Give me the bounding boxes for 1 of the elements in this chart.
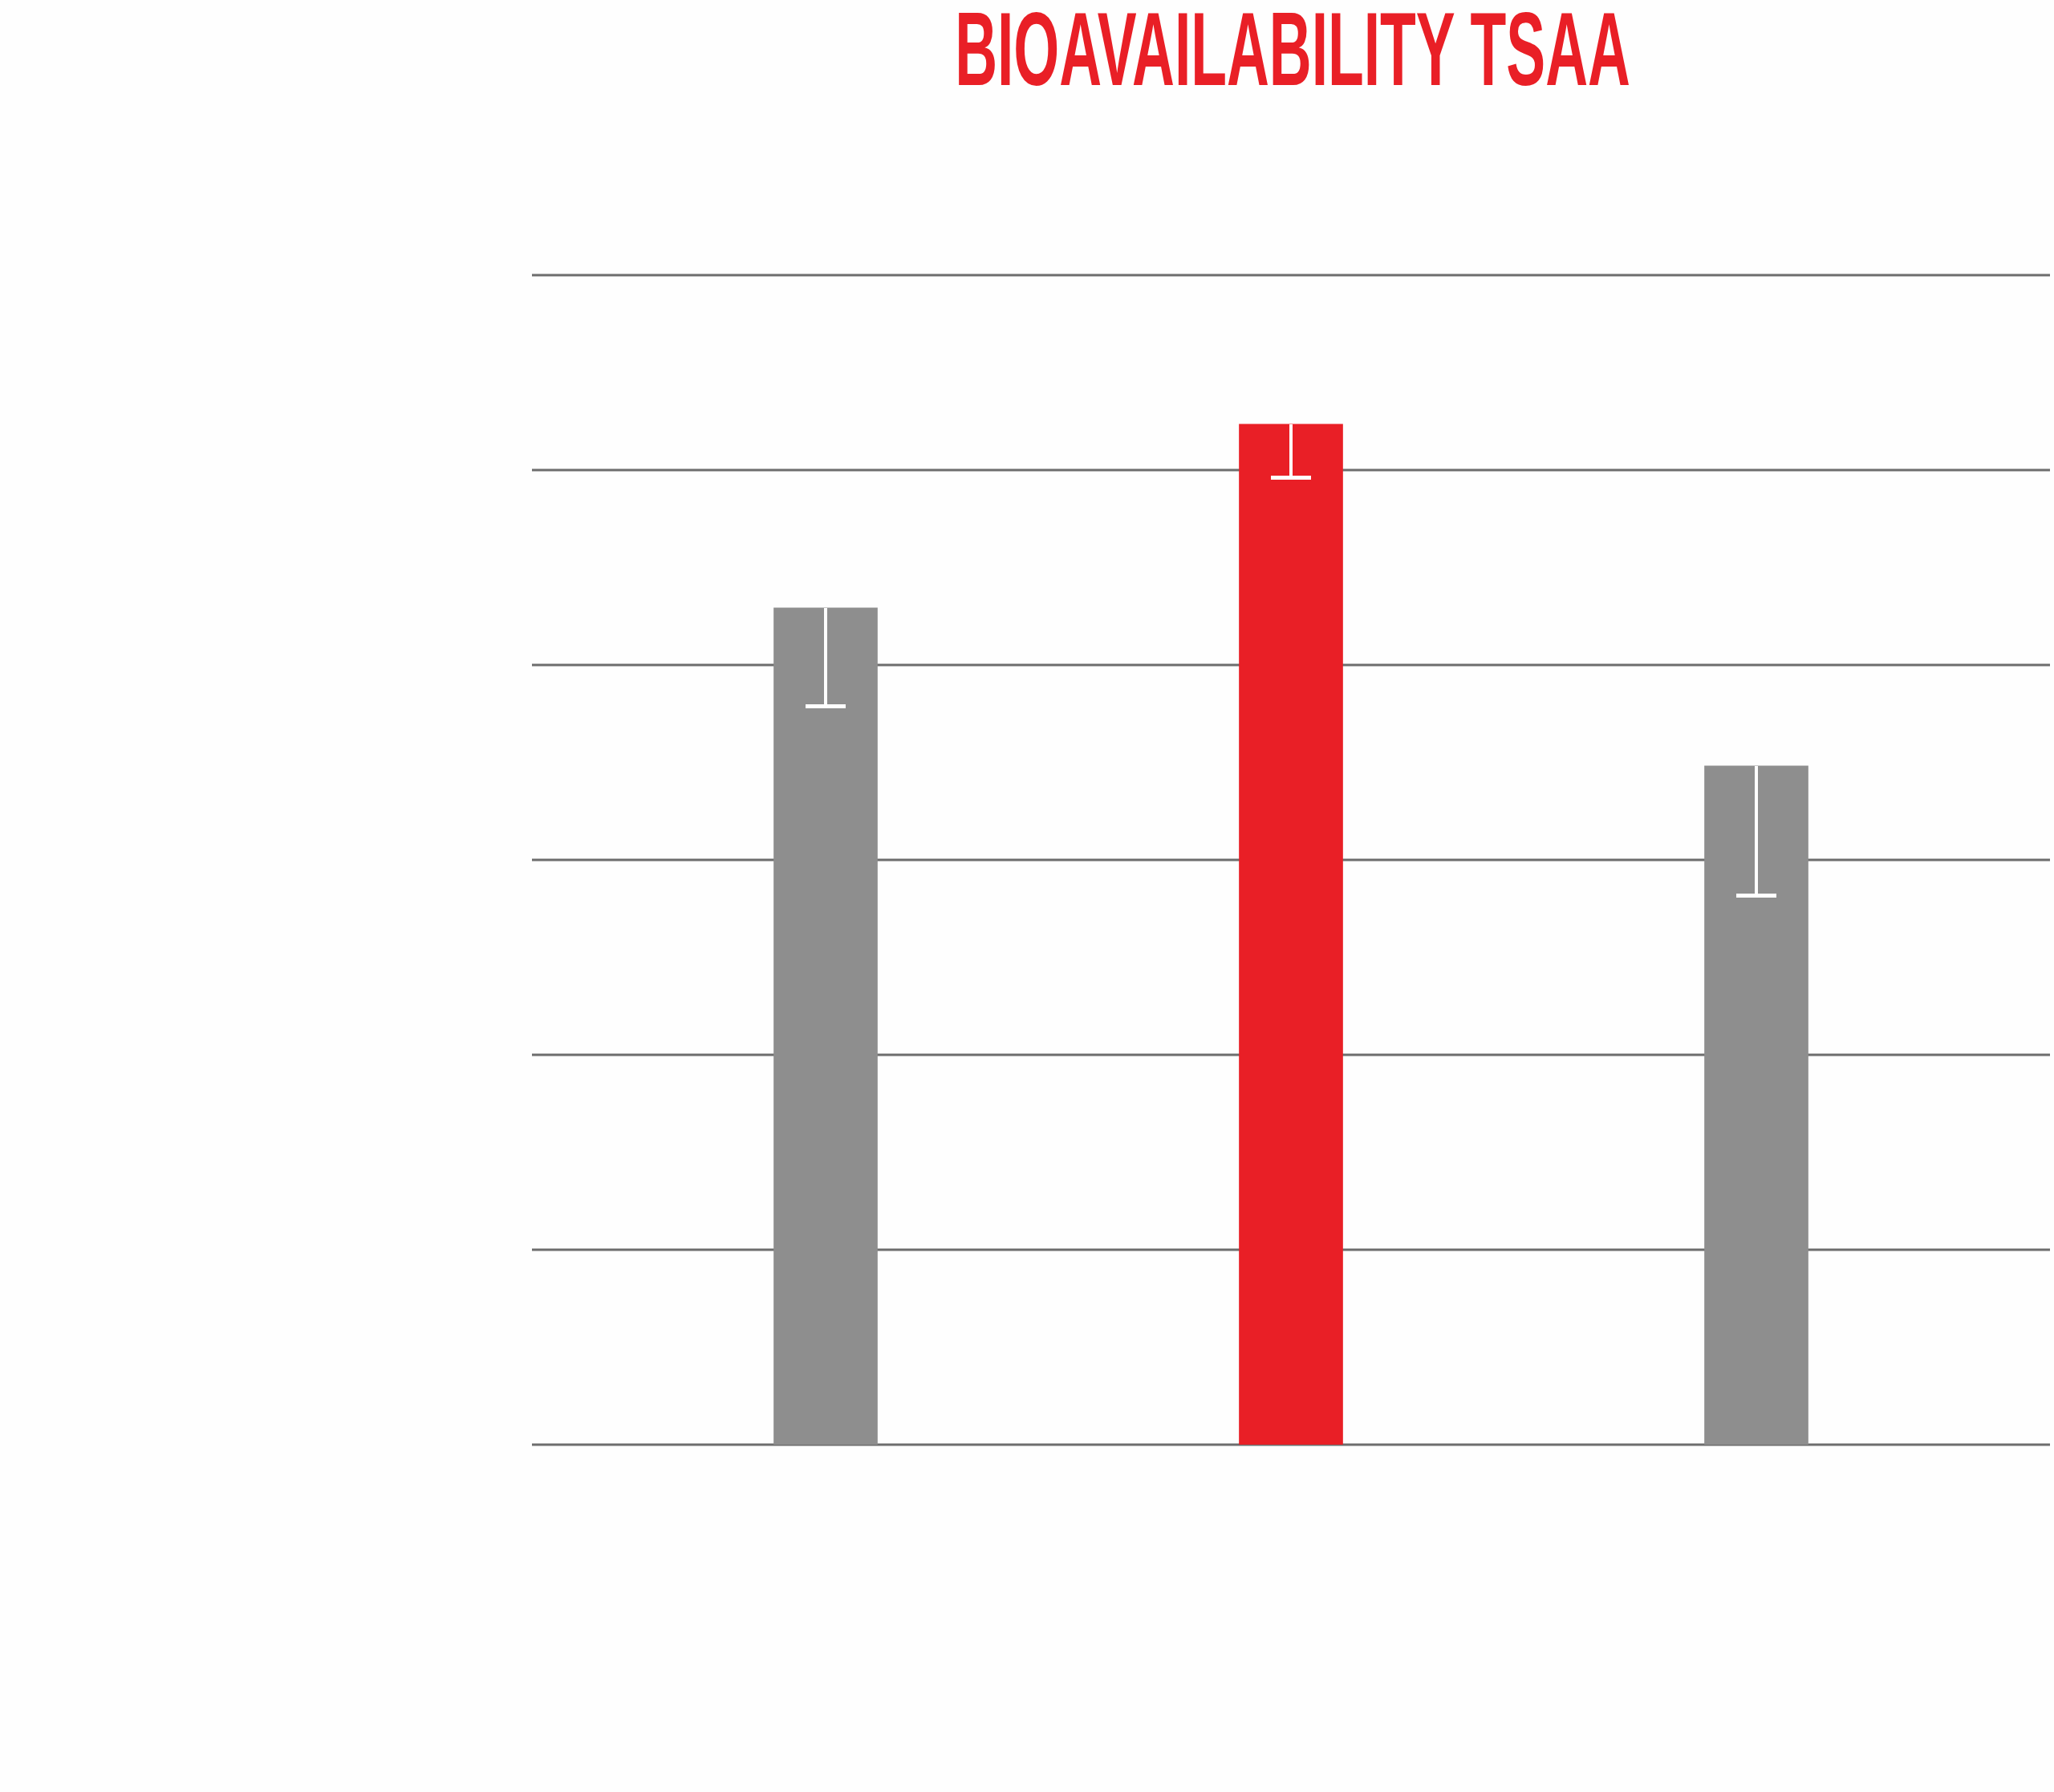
chart-title: BIOAVAILABILITY TSAA <box>955 0 1630 107</box>
